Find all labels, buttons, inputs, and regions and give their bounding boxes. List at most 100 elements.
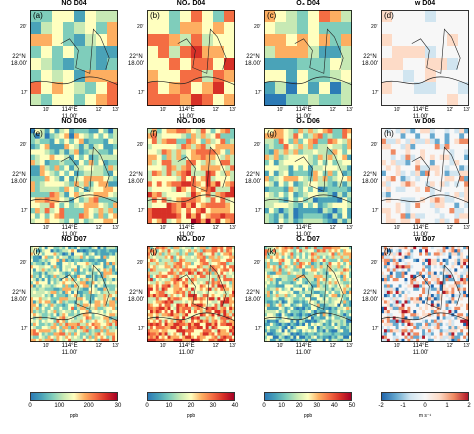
y-axis-label: 22°N 18.00' (359, 172, 381, 186)
map-field (381, 128, 469, 224)
x-axis-label-lon: 114°E (178, 107, 195, 113)
coastline (147, 312, 235, 322)
colorbar-tick: 0 (28, 403, 32, 409)
y-axis-label-lat: 22°N (12, 290, 26, 296)
x-axis-label-min: 11.00' (178, 114, 195, 120)
map-panel: (e) (30, 128, 118, 224)
y-tick-label: 20' (137, 260, 144, 266)
panel-title: O₃ D06 (296, 118, 320, 125)
colorbar-unit: ppb (303, 413, 313, 419)
x-axis-label-min: 11.00' (412, 114, 429, 120)
map-panel: (k) (264, 246, 352, 342)
x-tick-label: 13' (112, 225, 119, 231)
colorbar-tick: 0 (145, 403, 149, 409)
x-axis-label: 114°E 11.00' (58, 343, 82, 357)
y-axis-label: 22°N 18.00' (242, 290, 264, 304)
coastline (30, 194, 118, 204)
x-tick-label: 10' (159, 225, 167, 231)
x-axis-label-lon: 114°E (61, 343, 78, 349)
y-tick-label: 17' (372, 326, 379, 332)
map-field (264, 10, 352, 106)
boundary-line (177, 28, 227, 74)
x-tick-label: 12' (329, 343, 337, 349)
y-tick-label: 17' (255, 208, 262, 214)
panel-label: (e) (33, 129, 43, 138)
x-tick-label: 13' (112, 343, 119, 349)
map-field (264, 246, 352, 342)
x-tick-label: 10' (42, 225, 50, 231)
x-axis-label: 114°E 11.00' (175, 107, 199, 121)
colorbar-unit: ppb (69, 413, 79, 419)
x-tick-label: 12' (329, 107, 337, 113)
x-tick-label: 13' (229, 107, 236, 113)
x-axis-label-lon: 114°E (412, 225, 429, 231)
colorbar (264, 392, 352, 401)
y-axis-label: 22°N 18.00' (8, 172, 30, 186)
y-tick-label: 20' (20, 142, 27, 148)
x-axis-label-lon: 114°E (61, 225, 78, 231)
colorbar (30, 392, 118, 401)
boundary-line (60, 146, 110, 192)
colorbar-unit: ppb (186, 413, 196, 419)
panel-title: w D07 (414, 236, 436, 243)
y-axis-label: 22°N 18.00' (359, 54, 381, 68)
x-axis-label: 114°E 11.00' (58, 225, 82, 239)
colorbar-tick: 100 (54, 403, 65, 409)
coastline (30, 76, 118, 86)
y-axis-label-lat: 22°N (12, 172, 26, 178)
x-axis-label-lon: 114°E (412, 107, 429, 113)
map-panel: (h) (381, 128, 469, 224)
y-tick-label: 20' (254, 24, 261, 30)
panel-label: (d) (384, 11, 394, 20)
y-axis-label-lat: 22°N (129, 172, 143, 178)
x-tick-label: 13' (346, 343, 353, 349)
colorbar-tick: 1 (445, 403, 449, 409)
y-tick-label: 17' (255, 326, 262, 332)
x-axis-label: 114°E 11.00' (409, 107, 433, 121)
y-tick-label: 20' (371, 260, 378, 266)
y-axis-label-lat: 22°N (246, 290, 260, 296)
y-axis-label-lat: 22°N (363, 290, 377, 296)
y-tick-label: 20' (254, 260, 261, 266)
y-axis-label-lat: 22°N (363, 172, 377, 178)
y-axis-label-min: 18.00' (10, 179, 28, 185)
y-axis-label: 22°N 18.00' (242, 172, 264, 186)
y-tick-label: 17' (21, 326, 28, 332)
colorbar-tick: 20 (187, 403, 195, 409)
panel-title: NO D06 (61, 118, 87, 125)
panel-label: (h) (384, 129, 394, 138)
y-axis-label-lat: 22°N (246, 172, 260, 178)
y-axis-label: 22°N 18.00' (8, 54, 30, 68)
coastline (30, 312, 118, 322)
colorbar-tick: 30 (114, 403, 122, 409)
coastline (147, 76, 235, 86)
colorbar-tick: -1 (400, 403, 406, 409)
x-tick-label: 12' (446, 225, 454, 231)
coastline (147, 194, 235, 204)
x-axis-label-lon: 114°E (295, 107, 312, 113)
y-axis-label-lat: 22°N (129, 54, 143, 60)
y-axis-label-min: 18.00' (244, 179, 262, 185)
x-tick-label: 10' (42, 107, 50, 113)
boundary-line (294, 146, 344, 192)
map-field (264, 128, 352, 224)
panel-label: (k) (267, 247, 277, 256)
y-axis-label: 22°N 18.00' (125, 54, 147, 68)
colorbar-tick: 40 (331, 403, 338, 409)
colorbar-tick: 30 (209, 403, 217, 409)
boundary-line (60, 28, 110, 74)
map-field (30, 128, 118, 224)
x-tick-label: 13' (346, 107, 353, 113)
map-field (147, 10, 235, 106)
x-tick-label: 12' (95, 225, 103, 231)
x-axis-label: 114°E 11.00' (175, 225, 199, 239)
panel-title: NO₂ D04 (176, 0, 206, 7)
panel-title: NO D07 (61, 236, 87, 243)
map-field (30, 246, 118, 342)
x-tick-label: 13' (463, 343, 470, 349)
x-axis-label-lon: 114°E (295, 225, 312, 231)
x-tick-label: 10' (159, 107, 167, 113)
coastline (381, 194, 469, 204)
x-tick-label: 13' (112, 107, 119, 113)
y-tick-label: 17' (372, 90, 379, 96)
